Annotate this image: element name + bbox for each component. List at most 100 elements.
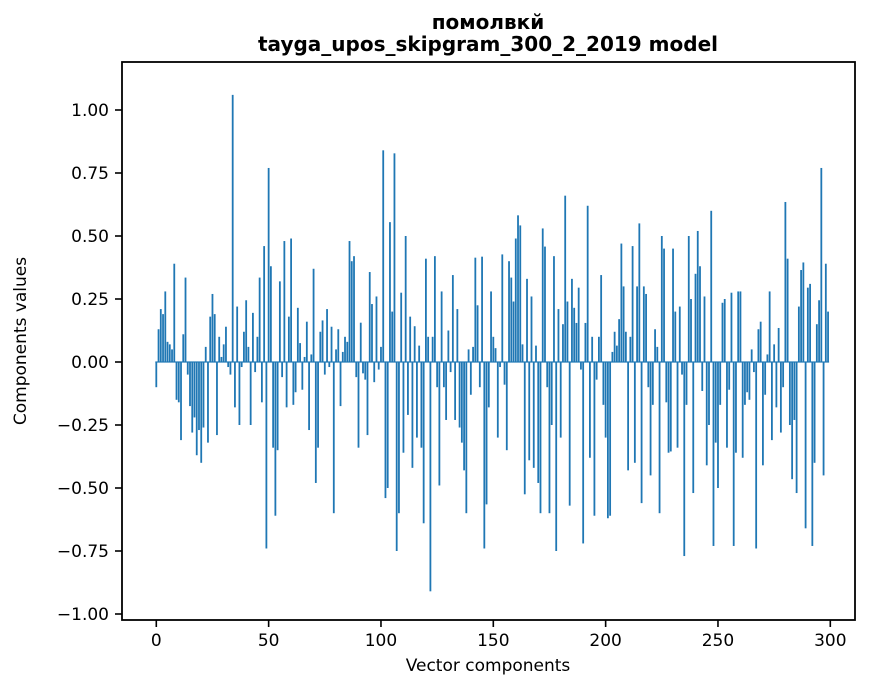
bar xyxy=(764,362,767,395)
bar xyxy=(690,299,692,362)
bar xyxy=(335,349,337,362)
bar xyxy=(701,362,704,391)
bar xyxy=(393,153,396,362)
bar xyxy=(252,312,254,362)
bar xyxy=(539,362,542,514)
bar xyxy=(438,362,441,486)
bar xyxy=(404,236,407,362)
bar xyxy=(357,362,360,448)
bar xyxy=(478,362,481,388)
y-tick-label: −0.50 xyxy=(57,479,109,499)
bar xyxy=(564,195,567,362)
bar xyxy=(269,266,272,362)
bar xyxy=(168,344,171,362)
bar xyxy=(546,362,549,388)
bar xyxy=(521,344,524,362)
bar xyxy=(189,362,191,407)
bar xyxy=(739,291,742,362)
bar xyxy=(182,334,185,362)
bar xyxy=(741,362,744,458)
y-tick-label: −0.25 xyxy=(57,416,109,436)
bar xyxy=(211,293,214,362)
bar xyxy=(442,362,445,388)
bar xyxy=(265,362,268,549)
bars-group xyxy=(155,94,829,592)
x-tick-label: 300 xyxy=(814,631,846,651)
bar xyxy=(202,362,205,428)
bar xyxy=(427,336,430,362)
bar xyxy=(728,362,731,390)
bar xyxy=(575,322,578,362)
y-tick-label: 0.75 xyxy=(71,164,109,184)
bar xyxy=(624,331,627,362)
bar xyxy=(692,362,695,494)
bar xyxy=(535,345,537,362)
bar xyxy=(332,362,335,514)
bar xyxy=(193,362,196,418)
bar xyxy=(474,257,477,362)
bar xyxy=(308,362,310,431)
bar xyxy=(800,270,802,362)
bar xyxy=(227,362,230,368)
bar xyxy=(467,349,470,362)
bar xyxy=(606,362,609,519)
x-axis-ticks: 0 50 100 150 200 250 300 xyxy=(151,620,847,651)
bar xyxy=(732,362,735,546)
bar xyxy=(598,336,600,362)
bar xyxy=(589,362,591,458)
y-tick-label: −1.00 xyxy=(57,605,109,625)
bar xyxy=(705,362,708,466)
bar xyxy=(660,236,663,362)
bar xyxy=(651,362,654,405)
bar xyxy=(362,362,364,374)
bar xyxy=(249,362,252,425)
y-tick-label: 1.00 xyxy=(71,101,109,121)
bar xyxy=(389,222,391,362)
bar xyxy=(321,320,324,362)
bar xyxy=(753,362,755,373)
bar xyxy=(494,348,497,362)
bar xyxy=(714,362,717,443)
bar xyxy=(234,362,236,408)
bar xyxy=(730,292,733,362)
bar xyxy=(240,362,243,368)
bar xyxy=(373,362,376,383)
bar xyxy=(449,362,452,373)
bar xyxy=(395,362,398,551)
bar xyxy=(380,346,382,362)
bar xyxy=(824,263,827,362)
bar xyxy=(636,286,638,362)
bar xyxy=(263,246,266,362)
bar xyxy=(726,362,728,448)
bar xyxy=(274,362,277,516)
bar xyxy=(445,362,448,420)
bar xyxy=(341,351,344,362)
bar xyxy=(225,326,227,362)
bar xyxy=(195,362,198,456)
bar xyxy=(723,299,726,362)
bar xyxy=(371,304,373,362)
bar xyxy=(384,362,387,499)
bar xyxy=(793,362,796,420)
bar xyxy=(425,258,427,362)
bar xyxy=(476,305,479,362)
bar xyxy=(175,362,178,400)
bar xyxy=(550,362,553,425)
bar xyxy=(220,356,223,362)
bar xyxy=(337,329,340,362)
bar xyxy=(303,356,306,362)
bar xyxy=(171,349,173,362)
bar xyxy=(346,341,349,362)
bar xyxy=(809,283,811,362)
y-tick-label: 0.50 xyxy=(71,227,109,247)
bar xyxy=(283,241,286,362)
bar xyxy=(501,254,504,362)
bar xyxy=(779,362,782,433)
bar xyxy=(416,362,418,438)
bar xyxy=(627,362,630,471)
bar xyxy=(254,362,257,373)
bar xyxy=(166,341,169,362)
chart-title-model: tayga_upos_skipgram_300_2_2019 model xyxy=(258,32,718,56)
bar xyxy=(294,362,297,393)
bar xyxy=(658,362,661,514)
